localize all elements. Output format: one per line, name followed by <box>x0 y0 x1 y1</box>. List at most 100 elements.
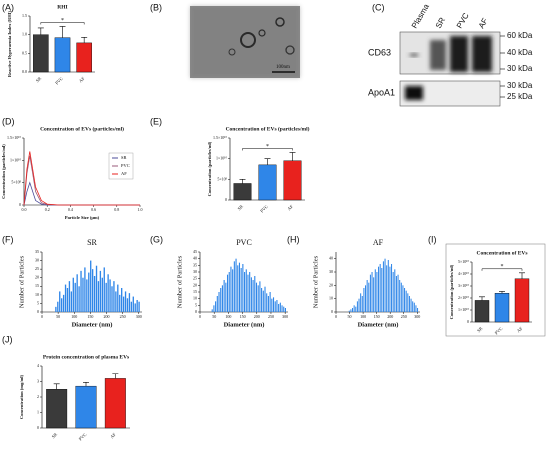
panel-label: (H) <box>287 234 300 244</box>
error-bar <box>83 381 89 387</box>
y-tick-label: 10 <box>193 296 197 301</box>
histogram-bar <box>74 282 76 312</box>
histogram-bar <box>109 279 111 312</box>
x-tick-label: 150 <box>374 314 380 319</box>
histogram-bar <box>249 272 251 312</box>
error-bar <box>37 27 44 35</box>
histogram-bar <box>213 305 215 312</box>
x-tick-label: 0 <box>41 314 43 319</box>
x-tick-label: 0 <box>199 314 201 319</box>
bar <box>474 300 490 323</box>
error-bar <box>239 179 246 184</box>
x-tick-label: 1.0 <box>138 207 143 212</box>
histogram-bar <box>228 272 230 312</box>
y-tick-label: 3×10¹⁰ <box>458 283 469 288</box>
histogram-bar <box>355 306 357 312</box>
histogram-bar <box>84 267 86 312</box>
histogram-bar <box>415 305 417 312</box>
histogram-bar <box>134 303 136 312</box>
x-tick-label: PVC <box>54 76 64 86</box>
panel-label: (B) <box>150 2 162 12</box>
histogram-bar <box>233 261 235 312</box>
y-tick-label: 0.5 <box>22 50 27 55</box>
histogram-bar <box>95 265 98 312</box>
histogram-bar <box>225 282 227 312</box>
y-tick-label: 0 <box>37 309 39 314</box>
histogram-bar <box>126 298 129 312</box>
x-tick-label: 300 <box>414 314 420 319</box>
histogram-bar <box>93 276 96 312</box>
chart-title: PVC <box>236 238 252 247</box>
tem-image: 100nm <box>190 6 300 78</box>
error-bar <box>289 152 296 161</box>
histogram-bar <box>281 305 283 312</box>
histogram-bar <box>272 297 275 312</box>
y-tick-label: 1×10¹⁰ <box>216 156 227 161</box>
histogram-bar <box>237 265 239 312</box>
histogram-bar <box>244 272 246 312</box>
histogram-bar <box>101 277 103 312</box>
histogram-bar <box>252 280 254 312</box>
y-tick-label: 35 <box>193 262 197 267</box>
histogram-bar <box>132 296 134 312</box>
y-axis-label: Number of Particles <box>312 255 319 308</box>
protein-label: CD63 <box>368 47 391 57</box>
histogram-bar <box>350 309 352 312</box>
error-bar <box>264 158 271 165</box>
error-bar <box>81 36 88 43</box>
lane-label: PVC <box>455 11 471 30</box>
error-bar <box>519 272 525 279</box>
histogram-bar <box>361 296 363 312</box>
histogram-bar <box>356 301 358 312</box>
chart-title: SR <box>87 238 97 247</box>
error-bar <box>479 296 485 301</box>
x-tick-label: SR <box>476 326 483 333</box>
lane-label: AF <box>477 17 490 30</box>
significance-bracket <box>242 148 293 151</box>
histogram-bar <box>103 267 105 312</box>
histogram-bar <box>387 260 389 312</box>
histogram-bar <box>267 296 269 312</box>
histogram-bar <box>384 258 386 312</box>
x-tick-label: 0.8 <box>114 207 119 212</box>
y-tick-label: 10 <box>329 296 333 301</box>
legend-label: AF <box>121 171 127 176</box>
histogram-bar <box>223 280 225 312</box>
x-tick-label: SR <box>237 204 244 211</box>
histogram-bar <box>97 281 100 312</box>
y-tick-label: 20 <box>193 282 197 287</box>
bar <box>514 278 530 323</box>
histogram-bar <box>61 298 63 312</box>
y-axis-label: Concentration (particles/ml) <box>207 141 212 196</box>
histogram-bar <box>368 282 370 312</box>
histogram-bar <box>266 293 268 312</box>
chart-title: RHI <box>57 4 67 10</box>
x-tick-label: 200 <box>254 314 260 319</box>
histogram-bar <box>215 301 217 312</box>
x-tick-label: AF <box>78 76 86 84</box>
y-tick-label: 4 <box>37 363 39 368</box>
x-tick-label: 100 <box>225 314 231 319</box>
histogram-bar <box>360 293 362 312</box>
histogram-bar <box>70 291 73 312</box>
x-axis-label: Diameter (nm) <box>224 321 265 328</box>
marker-label: 30 kDa <box>507 64 533 73</box>
y-tick-label: 1 <box>37 409 39 414</box>
histogram-bar <box>262 290 264 312</box>
histogram-bar <box>264 286 266 312</box>
histogram-bar <box>259 281 261 312</box>
histogram-bar <box>86 279 88 312</box>
histogram-bar <box>392 272 394 312</box>
y-tick-label: 15 <box>35 283 39 288</box>
y-axis-label: Concentration (particles/ml) <box>1 144 6 199</box>
histogram-bar <box>250 277 252 312</box>
histogram-bar <box>394 269 396 312</box>
bar <box>75 385 97 429</box>
histogram-bar <box>90 260 92 312</box>
y-tick-label: 0 <box>19 202 21 207</box>
legend-label: PVC <box>121 163 130 168</box>
y-tick-label: 30 <box>193 269 197 274</box>
y-tick-label: 1.0 <box>22 32 27 37</box>
x-tick-label: 100 <box>360 314 366 319</box>
bar <box>46 389 68 429</box>
